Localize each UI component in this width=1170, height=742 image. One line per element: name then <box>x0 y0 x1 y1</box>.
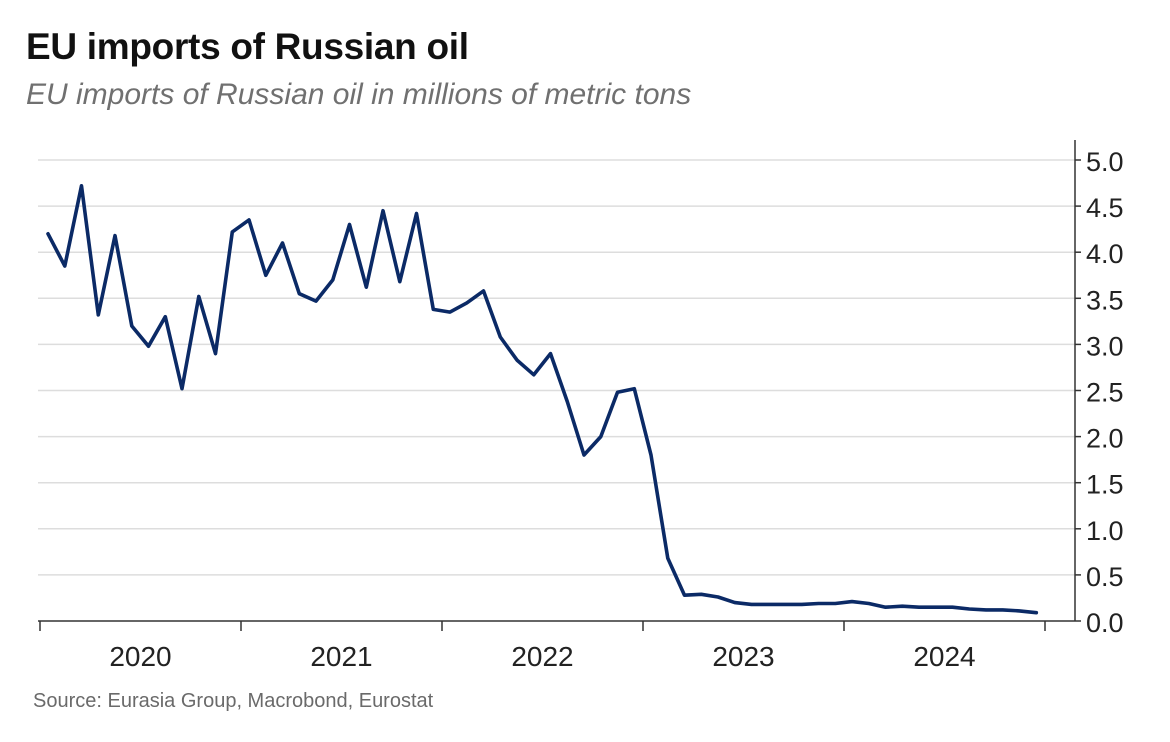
source-note: Source: Eurasia Group, Macrobond, Eurost… <box>33 690 434 712</box>
chart-title: EU imports of Russian oil <box>26 26 469 67</box>
y-tick-label: 0.0 <box>1086 608 1124 638</box>
x-tick-label: 2023 <box>712 641 774 672</box>
y-tick-label: 1.5 <box>1086 470 1124 500</box>
gridlines <box>38 159 1075 576</box>
y-tick-label: 3.5 <box>1086 285 1124 315</box>
y-tick-label: 0.5 <box>1086 562 1124 592</box>
y-tick-label: 4.0 <box>1086 239 1124 269</box>
y-tick-label: 2.5 <box>1086 378 1124 408</box>
y-tick-label: 2.0 <box>1086 424 1124 454</box>
y-tick-label: 3.0 <box>1086 331 1124 361</box>
y-tick-label: 1.0 <box>1086 516 1124 546</box>
x-tick-label: 2024 <box>913 641 975 672</box>
axis-labels: 0.0 0.5 1.0 1.5 2.0 2.5 3.0 3.5 4.0 4.5 5.0 2020 202… <box>109 147 1123 672</box>
x-tick-label: 2020 <box>109 641 171 672</box>
x-tick-label: 2022 <box>511 641 573 672</box>
y-tick-label: 5.0 <box>1086 147 1124 177</box>
series <box>46 184 1039 615</box>
chart-subtitle: EU imports of Russian oil in millions of… <box>26 78 692 111</box>
x-tick-label: 2021 <box>310 641 372 672</box>
axes <box>38 140 1081 631</box>
series-line <box>46 184 1039 615</box>
y-tick-label: 4.5 <box>1086 193 1124 223</box>
